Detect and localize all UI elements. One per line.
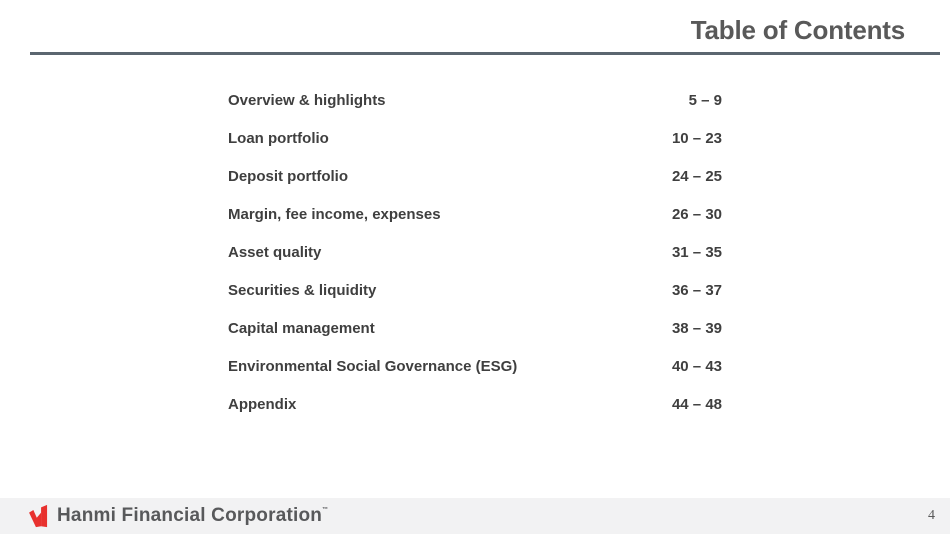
table-of-contents: Overview & highlights 5 – 9 Loan portfol… — [228, 92, 722, 434]
toc-item-label: Deposit portfolio — [228, 168, 348, 185]
toc-item-pages: 26 – 30 — [671, 206, 722, 223]
hanmi-logo-icon — [29, 504, 48, 528]
footer-bar: Hanmi Financial Corporation™ 4 — [0, 498, 950, 534]
slide-page-number: 4 — [928, 508, 935, 523]
toc-row: Loan portfolio 10 – 23 — [228, 130, 722, 168]
toc-item-pages: 24 – 25 — [671, 168, 722, 185]
toc-item-label: Loan portfolio — [228, 130, 329, 147]
toc-item-label: Environmental Social Governance (ESG) — [228, 358, 518, 375]
toc-item-label: Securities & liquidity — [228, 282, 377, 299]
title-divider — [30, 52, 940, 55]
page-title: Table of Contents — [690, 15, 905, 45]
toc-row: Margin, fee income, expenses 26 – 30 — [228, 206, 722, 244]
brand-lockup: Hanmi Financial Corporation™ — [28, 504, 328, 528]
brand-name: Hanmi Financial Corporation™ — [57, 505, 329, 526]
toc-row: Capital management 38 – 39 — [228, 320, 722, 358]
toc-item-label: Margin, fee income, expenses — [228, 206, 441, 223]
toc-item-pages: 31 – 35 — [671, 244, 722, 261]
toc-item-label: Capital management — [228, 320, 375, 337]
toc-row: Environmental Social Governance (ESG) 40… — [228, 358, 722, 396]
toc-item-pages: 5 – 9 — [688, 92, 722, 109]
toc-item-label: Overview & highlights — [228, 92, 386, 109]
toc-row: Overview & highlights 5 – 9 — [228, 92, 722, 130]
toc-row: Appendix 44 – 48 — [228, 396, 722, 434]
toc-row: Deposit portfolio 24 – 25 — [228, 168, 722, 206]
toc-item-pages: 38 – 39 — [671, 320, 722, 337]
toc-item-label: Appendix — [228, 396, 297, 413]
toc-item-pages: 44 – 48 — [671, 396, 722, 413]
toc-item-pages: 10 – 23 — [671, 130, 722, 147]
toc-row: Asset quality 31 – 35 — [228, 244, 722, 282]
toc-item-pages: 40 – 43 — [671, 358, 722, 375]
toc-item-pages: 36 – 37 — [671, 282, 722, 299]
trademark-symbol: ™ — [322, 507, 329, 513]
toc-row: Securities & liquidity 36 – 37 — [228, 282, 722, 320]
toc-item-label: Asset quality — [228, 244, 322, 261]
